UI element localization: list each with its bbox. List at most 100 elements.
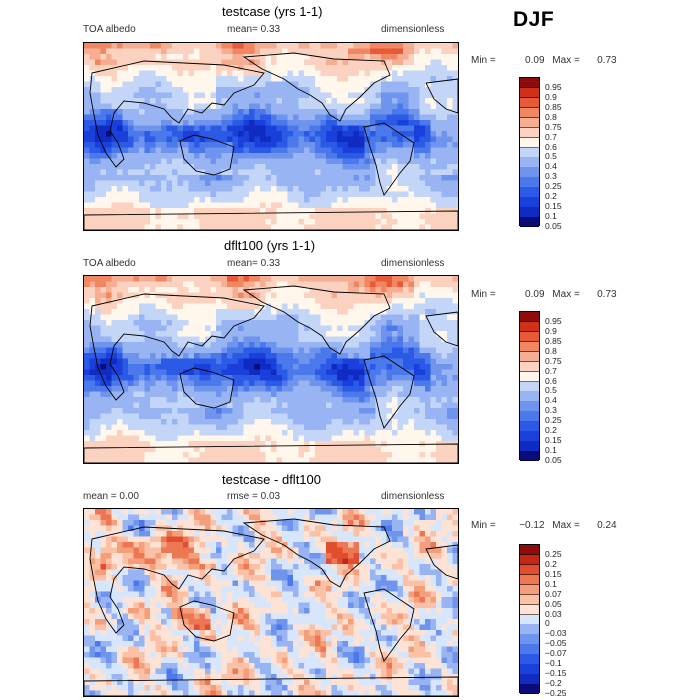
field-cell — [452, 520, 458, 527]
field-cell — [414, 153, 421, 160]
field-cell — [430, 402, 437, 409]
field-cell — [447, 413, 454, 420]
field-cell — [430, 413, 437, 420]
field-cell — [348, 98, 355, 105]
field-cell — [117, 375, 124, 382]
field-cell — [271, 202, 278, 209]
field-cell — [232, 147, 239, 154]
panel3-title: testcase - dflt100 — [222, 472, 321, 487]
field-cell — [326, 92, 333, 99]
field-cell — [282, 103, 289, 110]
field-cell — [342, 98, 349, 105]
field-cell — [370, 369, 377, 376]
field-cell — [304, 142, 311, 149]
field-cell — [436, 164, 443, 171]
field-cell — [260, 87, 267, 94]
field-cell — [447, 525, 454, 532]
field-cell — [117, 125, 124, 132]
field-cell — [254, 191, 261, 198]
field-cell — [353, 336, 360, 343]
field-cell — [89, 408, 96, 415]
field-cell — [282, 48, 289, 55]
field-cell — [337, 424, 344, 431]
field-cell — [122, 320, 129, 327]
field-cell — [117, 158, 124, 165]
field-cell — [150, 186, 157, 193]
field-cell — [254, 446, 261, 453]
field-cell — [166, 98, 173, 105]
field-cell — [276, 369, 283, 376]
field-cell — [139, 158, 146, 165]
field-cell — [128, 87, 135, 94]
panel2-variable-label: TOA albedo — [83, 258, 136, 269]
field-cell — [232, 54, 239, 61]
field-cell — [139, 98, 146, 105]
field-cell — [128, 430, 135, 437]
field-cell — [155, 430, 162, 437]
field-cell — [375, 197, 382, 204]
field-cell — [287, 281, 294, 288]
field-cell — [243, 186, 250, 193]
field-cell — [271, 120, 278, 127]
field-cell — [205, 87, 212, 94]
field-cell — [397, 430, 404, 437]
field-cell — [408, 92, 415, 99]
field-cell — [287, 358, 294, 365]
field-cell — [177, 303, 184, 310]
field-cell — [89, 353, 96, 360]
field-cell — [199, 435, 206, 442]
field-cell — [227, 452, 234, 459]
field-cell — [386, 142, 393, 149]
field-cell — [364, 59, 371, 66]
field-cell — [425, 347, 432, 354]
field-cell — [155, 70, 162, 77]
field-cell — [106, 380, 113, 387]
field-cell — [375, 87, 382, 94]
field-cell — [331, 276, 338, 283]
field-cell — [342, 292, 349, 299]
field-cell — [122, 158, 129, 165]
field-cell — [375, 186, 382, 193]
field-cell — [238, 430, 245, 437]
field-cell — [210, 153, 217, 160]
field-cell — [425, 375, 432, 382]
field-cell — [315, 369, 322, 376]
field-cell — [392, 347, 399, 354]
field-cell — [381, 364, 388, 371]
field-cell — [304, 147, 311, 154]
field-cell — [172, 369, 179, 376]
field-cell — [447, 81, 454, 88]
field-cell — [166, 202, 173, 209]
field-cell — [150, 98, 157, 105]
field-cell — [359, 369, 366, 376]
field-cell — [430, 202, 437, 209]
field-cell — [106, 342, 113, 349]
field-cell — [392, 109, 399, 116]
field-cell — [282, 347, 289, 354]
field-cell — [342, 180, 349, 187]
field-cell — [386, 136, 393, 143]
field-cell — [331, 43, 338, 50]
field-cell — [84, 224, 91, 230]
field-cell — [227, 520, 234, 527]
field-cell — [133, 281, 140, 288]
field-cell — [304, 120, 311, 127]
field-cell — [265, 298, 272, 305]
season-label: DJF — [513, 8, 555, 31]
field-cell — [304, 525, 311, 532]
field-cell — [403, 375, 410, 382]
field-cell — [337, 364, 344, 371]
field-cell — [276, 224, 283, 230]
field-cell — [359, 164, 366, 171]
field-cell — [397, 70, 404, 77]
field-cell — [265, 224, 272, 230]
field-cell — [276, 186, 283, 193]
field-cell — [441, 292, 448, 299]
field-cell — [139, 213, 146, 220]
field-cell — [166, 380, 173, 387]
field-cell — [254, 76, 261, 83]
field-cell — [397, 457, 404, 463]
field-cell — [392, 424, 399, 431]
field-cell — [166, 197, 173, 204]
field-cell — [282, 65, 289, 72]
